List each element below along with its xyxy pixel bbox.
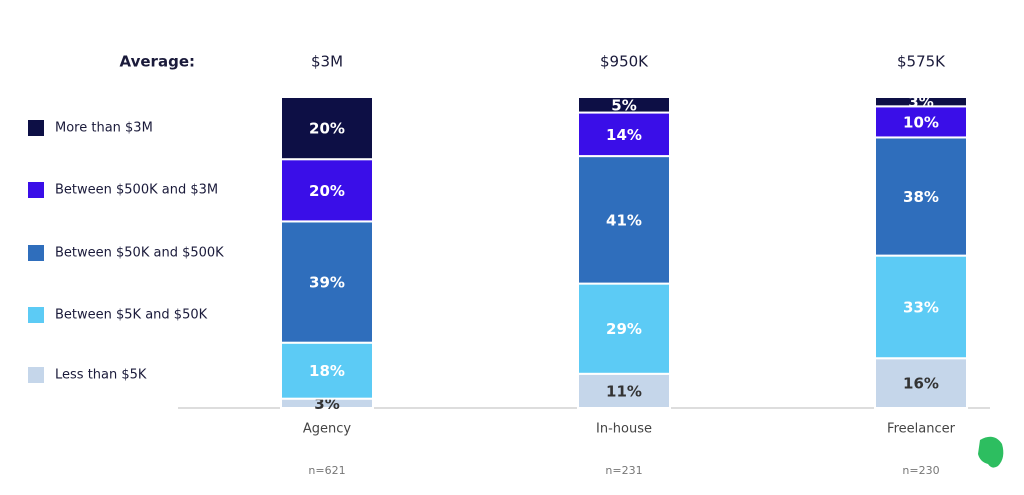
value-label: 14% xyxy=(606,126,642,144)
x-tick-label: In-house xyxy=(596,422,652,437)
value-label: 20% xyxy=(309,182,345,200)
bar-segment xyxy=(577,282,671,375)
bar-segment xyxy=(874,254,968,360)
value-label: 38% xyxy=(903,188,939,206)
x-tick-label: Freelancer xyxy=(887,422,956,437)
bar-segment xyxy=(280,96,374,161)
legend-swatch xyxy=(28,307,44,323)
legend-label: More than $3M xyxy=(55,121,153,136)
bar-segment xyxy=(874,136,968,257)
bar-segment xyxy=(577,111,671,158)
value-label: 33% xyxy=(903,298,939,316)
bar-segment xyxy=(874,96,968,108)
bar-segment xyxy=(874,105,968,139)
sample-size: n=230 xyxy=(902,464,939,477)
value-label: 29% xyxy=(606,320,642,338)
average-value: $575K xyxy=(897,53,946,71)
legend-label: Less than $5K xyxy=(55,368,147,383)
legend-swatch xyxy=(28,182,44,198)
evernote-icon xyxy=(978,436,1004,468)
x-tick-label: Agency xyxy=(303,422,352,437)
value-label: 41% xyxy=(606,211,642,229)
legend-label: Between $50K and $500K xyxy=(55,246,224,261)
value-label: 11% xyxy=(606,382,642,400)
bar-segment xyxy=(577,372,671,410)
value-label: 5% xyxy=(611,96,636,114)
value-label: 39% xyxy=(309,274,345,292)
average-label: Average: xyxy=(120,53,195,71)
sample-size: n=621 xyxy=(308,464,345,477)
value-label: 20% xyxy=(309,120,345,138)
legend-swatch xyxy=(28,245,44,261)
value-label: 10% xyxy=(903,113,939,131)
legend-swatch xyxy=(28,367,44,383)
legend-swatch xyxy=(28,120,44,136)
value-label: 16% xyxy=(903,375,939,393)
bar-segment xyxy=(280,158,374,223)
legend-label: Between $500K and $3M xyxy=(55,183,218,198)
value-label: 3% xyxy=(908,93,933,111)
bar-segment xyxy=(577,96,671,114)
value-label: 18% xyxy=(309,362,345,380)
legend-label: Between $5K and $50K xyxy=(55,308,208,323)
bar-segment xyxy=(280,341,374,400)
bar-segment xyxy=(577,155,671,285)
sample-size: n=231 xyxy=(605,464,642,477)
average-value: $3M xyxy=(311,53,343,71)
average-value: $950K xyxy=(600,53,649,71)
